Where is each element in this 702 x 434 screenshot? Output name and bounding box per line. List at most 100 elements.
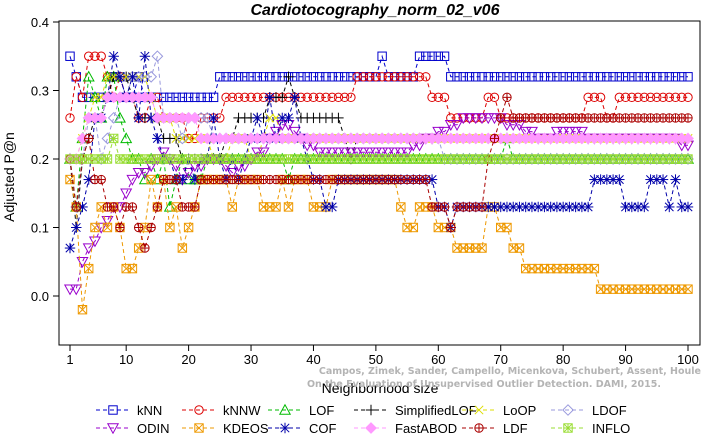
data-point bbox=[514, 243, 525, 253]
data-point bbox=[502, 222, 512, 233]
data-point bbox=[589, 263, 600, 274]
legend-marker bbox=[365, 404, 377, 416]
data-point bbox=[389, 72, 400, 82]
series-line bbox=[69, 56, 688, 249]
data-point bbox=[432, 126, 445, 138]
data-point bbox=[139, 51, 151, 62]
data-point bbox=[208, 92, 219, 103]
data-point bbox=[65, 51, 75, 61]
data-point bbox=[582, 201, 594, 213]
legend-marker bbox=[474, 423, 484, 433]
data-point bbox=[602, 72, 612, 82]
legend-marker bbox=[474, 405, 484, 415]
x-tick-label: 30 bbox=[244, 352, 258, 367]
data-point bbox=[65, 113, 75, 123]
chart-title: Cardiotocography_norm_02_v06 bbox=[251, 2, 500, 19]
data-point bbox=[358, 154, 369, 164]
legend-item-ldf: LDF bbox=[462, 421, 528, 434]
data-point bbox=[408, 222, 419, 233]
data-point bbox=[552, 72, 562, 82]
data-point bbox=[71, 202, 81, 212]
legend-label: ODIN bbox=[137, 421, 170, 434]
legend-label: KDEOS bbox=[223, 421, 269, 434]
data-point bbox=[483, 92, 493, 103]
data-point bbox=[377, 72, 387, 82]
data-point bbox=[358, 72, 369, 82]
data-point bbox=[95, 153, 108, 165]
data-point bbox=[84, 263, 94, 274]
data-point bbox=[589, 72, 600, 82]
data-point bbox=[108, 202, 119, 212]
data-point bbox=[496, 72, 506, 82]
data-point bbox=[388, 147, 401, 159]
data-point bbox=[458, 72, 468, 82]
data-point bbox=[327, 92, 337, 103]
data-point bbox=[96, 51, 106, 61]
data-point bbox=[308, 92, 319, 103]
data-point bbox=[639, 92, 650, 103]
data-point bbox=[107, 111, 120, 124]
data-point bbox=[421, 174, 431, 185]
data-point bbox=[439, 92, 450, 103]
data-point bbox=[439, 51, 450, 61]
data-point bbox=[202, 92, 213, 103]
data-point bbox=[369, 147, 382, 159]
data-point bbox=[277, 92, 288, 103]
data-point bbox=[157, 147, 170, 159]
legend-label: SimplifiedLOF bbox=[395, 403, 477, 418]
data-point bbox=[682, 153, 694, 165]
data-point bbox=[145, 70, 158, 83]
data-point bbox=[101, 215, 114, 227]
legend-marker bbox=[365, 422, 377, 434]
data-point bbox=[127, 202, 138, 212]
data-point bbox=[171, 92, 181, 103]
legend-item-kdeos: KDEOS bbox=[182, 421, 269, 434]
data-point bbox=[252, 72, 262, 82]
data-point bbox=[321, 92, 331, 103]
data-point bbox=[77, 92, 88, 103]
data-point bbox=[396, 202, 406, 212]
data-point bbox=[183, 92, 194, 103]
data-point bbox=[682, 132, 694, 145]
data-point bbox=[351, 147, 364, 159]
legend-item-cof: COF bbox=[268, 421, 337, 434]
data-point bbox=[627, 72, 637, 82]
data-point bbox=[446, 222, 456, 233]
y-axis-label: Adjusted P@n bbox=[1, 132, 17, 222]
data-point bbox=[113, 111, 126, 123]
data-point bbox=[452, 72, 462, 82]
data-point bbox=[677, 92, 687, 103]
data-point bbox=[570, 72, 581, 82]
data-point bbox=[682, 201, 694, 213]
data-point bbox=[421, 51, 431, 61]
data-point bbox=[620, 72, 631, 82]
data-point bbox=[508, 72, 518, 82]
plot-area bbox=[63, 50, 695, 315]
legend-label: kNN bbox=[137, 403, 162, 418]
legend-item-loop: LoOP bbox=[462, 403, 536, 418]
data-point bbox=[489, 133, 500, 144]
x-tick-label: 90 bbox=[618, 352, 632, 367]
data-point bbox=[639, 72, 650, 82]
data-point bbox=[414, 51, 425, 61]
data-point bbox=[138, 173, 151, 185]
data-point bbox=[177, 243, 188, 253]
data-point bbox=[614, 72, 625, 82]
data-point bbox=[146, 174, 156, 185]
data-point bbox=[363, 147, 376, 159]
data-point bbox=[269, 126, 283, 138]
data-point bbox=[165, 222, 175, 233]
data-point bbox=[357, 147, 370, 159]
data-point bbox=[333, 92, 344, 103]
data-point bbox=[96, 174, 106, 185]
data-point bbox=[271, 72, 281, 82]
data-point bbox=[127, 263, 138, 274]
y-tick-label: 0.4 bbox=[31, 15, 49, 30]
legend-label: kNNW bbox=[223, 403, 261, 418]
data-point bbox=[383, 72, 394, 82]
data-point bbox=[233, 92, 244, 103]
data-point bbox=[227, 92, 238, 103]
data-point bbox=[332, 147, 345, 159]
data-point bbox=[95, 111, 108, 124]
data-point bbox=[414, 72, 425, 82]
